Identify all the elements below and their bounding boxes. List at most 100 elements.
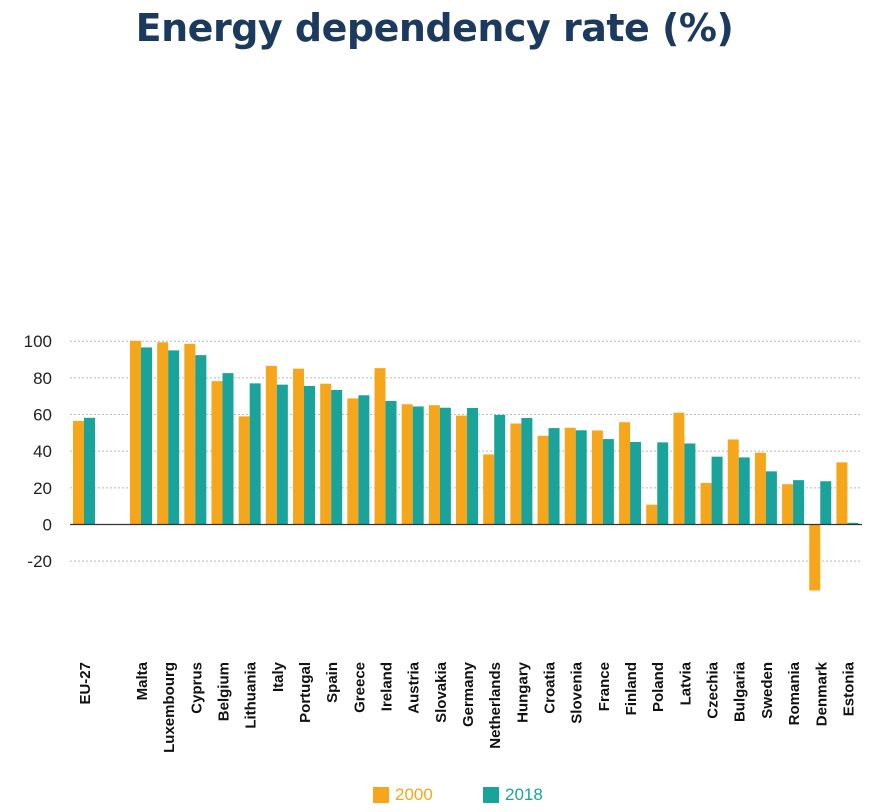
- x-tick-label: EU-27: [77, 662, 94, 705]
- bar-2000: [564, 427, 576, 525]
- y-tick-label: 80: [33, 369, 52, 388]
- x-tick-label: Ireland: [379, 662, 396, 711]
- bar-2000: [184, 343, 196, 525]
- x-tick-label: Denmark: [813, 661, 830, 726]
- legend-label-2000: 2000: [395, 785, 433, 804]
- bar-2018: [358, 395, 370, 525]
- x-tick-label: Croatia: [542, 661, 559, 713]
- bar-2000: [211, 381, 223, 525]
- bar-2018: [249, 383, 261, 525]
- bar-2018: [195, 355, 207, 525]
- bar-2018: [548, 428, 560, 525]
- bar-2018: [575, 430, 587, 525]
- bar-2018: [521, 418, 533, 525]
- x-tick-label: Slovenia: [569, 661, 586, 723]
- bar-2018: [602, 439, 614, 525]
- bar-2018: [412, 406, 424, 525]
- x-tick-label: Spain: [324, 662, 341, 703]
- x-tick-label: Germany: [460, 661, 477, 727]
- x-tick-label: Lithuania: [243, 661, 260, 728]
- x-tick-label: Austria: [406, 661, 423, 713]
- bar-2018: [738, 457, 750, 525]
- bar-2018: [385, 400, 397, 525]
- legend-item-2000: 2000: [373, 783, 433, 807]
- bar-2018: [711, 456, 723, 525]
- bar-2000: [673, 412, 685, 525]
- bar-2018: [222, 373, 234, 525]
- bar-2000: [727, 439, 739, 525]
- x-tick-label: Italy: [270, 661, 287, 692]
- x-tick-label: Estonia: [840, 661, 857, 716]
- bar-2000: [537, 435, 549, 525]
- bar-2000: [347, 398, 359, 525]
- bar-2000: [782, 484, 794, 525]
- bar-2000: [809, 524, 821, 591]
- bar-2000: [130, 340, 141, 525]
- bar-2018: [84, 417, 95, 525]
- x-tick-label: Luxembourg: [161, 662, 178, 753]
- bar-2000: [320, 383, 332, 525]
- legend-swatch-2018: [483, 787, 499, 803]
- bar-2000: [401, 404, 413, 525]
- bar-2000: [646, 504, 658, 525]
- bar-2000: [456, 415, 468, 525]
- bar-2018: [304, 385, 316, 525]
- y-tick-label: 0: [43, 516, 52, 535]
- legend: 2000 2018: [0, 783, 869, 807]
- x-tick-label: Poland: [650, 662, 667, 712]
- x-tick-label: Hungary: [514, 661, 531, 723]
- x-tick-label: Greece: [351, 662, 368, 713]
- bar-2018: [793, 480, 805, 525]
- y-tick-label: 20: [33, 479, 52, 498]
- legend-swatch-2000: [373, 787, 389, 803]
- bar-2018: [657, 442, 669, 525]
- x-tick-label: Malta: [134, 661, 151, 700]
- bar-2018: [847, 522, 859, 525]
- bar-2018: [630, 442, 642, 525]
- x-tick-label: France: [596, 662, 613, 711]
- bar-2018: [331, 389, 343, 525]
- x-tick-label: Cyprus: [188, 662, 205, 714]
- bar-2000: [293, 368, 305, 525]
- bar-chart: -20 0 20 40 60 80 100 EU-27 Malta Luxembourg Cypru…: [24, 332, 862, 753]
- x-tick-label: Sweden: [759, 662, 776, 719]
- y-tick-label: 40: [33, 442, 52, 461]
- x-tick-label: Czechia: [705, 661, 722, 718]
- bar-2000: [157, 342, 169, 525]
- legend-item-2018: 2018: [483, 783, 543, 807]
- x-tick-label: Slovakia: [433, 661, 450, 723]
- bar-2000: [754, 452, 766, 525]
- bar-2000: [836, 462, 848, 525]
- bar-2000: [510, 423, 522, 525]
- y-tick-label: 60: [33, 406, 52, 425]
- bar-2018: [765, 471, 777, 525]
- x-tick-label: Latvia: [677, 661, 694, 705]
- bar-2018: [820, 481, 832, 525]
- x-tick-label: Romania: [786, 661, 803, 725]
- bar-2018: [439, 407, 451, 525]
- bar-2018: [168, 350, 180, 525]
- bar-2000: [265, 365, 277, 525]
- x-tick-label: Finland: [623, 662, 640, 715]
- legend-label-2018: 2018: [505, 785, 543, 804]
- bar-2018: [467, 407, 479, 525]
- bar-2018: [494, 414, 506, 525]
- bar-2000: [700, 482, 712, 525]
- x-tick-label: Bulgaria: [732, 661, 749, 722]
- bar-2000: [483, 454, 495, 525]
- bar-2018: [276, 384, 288, 525]
- x-tick-label: Portugal: [297, 662, 314, 723]
- bar-2000: [73, 420, 84, 525]
- y-tick-label: 100: [24, 332, 52, 351]
- chart-title: Energy dependency rate (%): [135, 6, 734, 50]
- bar-2018: [141, 347, 152, 525]
- bar-2018: [684, 443, 696, 525]
- y-tick-label: -20: [27, 552, 52, 571]
- x-tick-label: Netherlands: [487, 662, 504, 749]
- bar-2000: [374, 368, 386, 525]
- bar-2000: [428, 405, 440, 525]
- x-tick-label: Belgium: [216, 662, 233, 721]
- bar-2000: [619, 422, 631, 525]
- bar-2000: [591, 430, 603, 525]
- bar-2000: [238, 416, 250, 525]
